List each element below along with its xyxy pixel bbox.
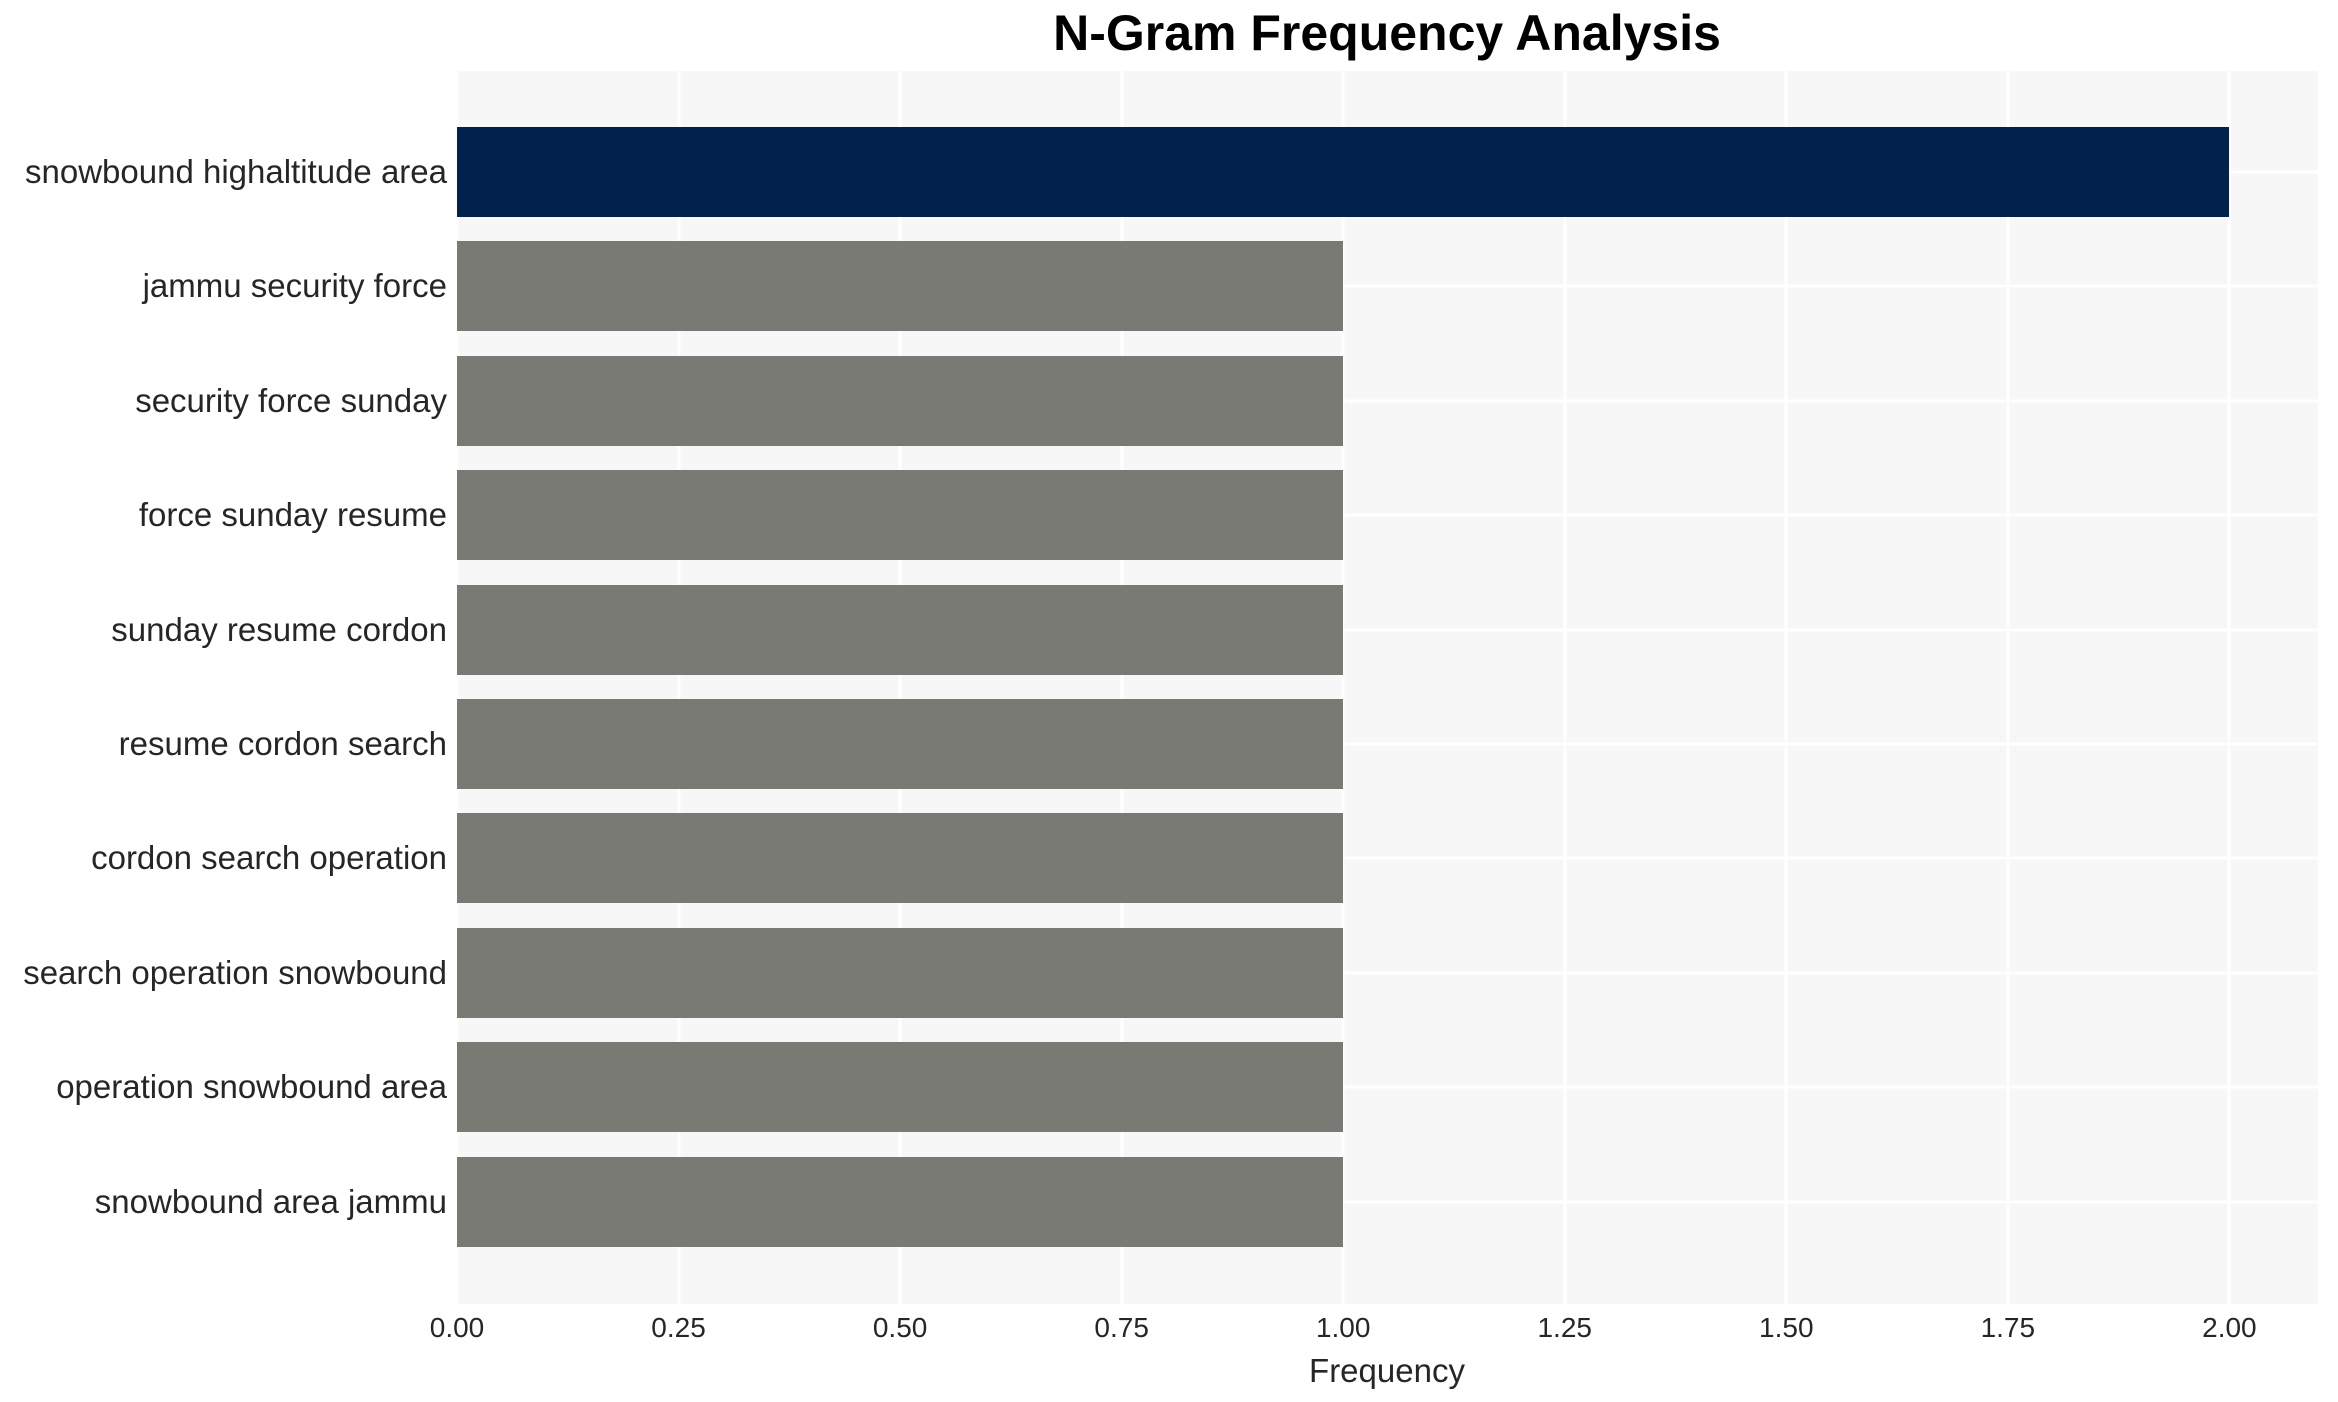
y-tick-label: snowbound area jammu bbox=[94, 1182, 447, 1220]
bar-jammu-security-force bbox=[457, 241, 1344, 332]
gridline-vertical bbox=[2006, 71, 2010, 1304]
x-axis-tick-labels: 0.00 0.25 0.50 0.75 1.00 1.25 1.50 1.75 2.00 bbox=[430, 1312, 2318, 1352]
gridline-horizontal bbox=[457, 742, 2318, 746]
gridline-vertical bbox=[455, 71, 459, 1304]
y-tick-label: operation snowbound area bbox=[56, 1068, 447, 1106]
gridline-horizontal bbox=[457, 971, 2318, 975]
gridline-horizontal bbox=[457, 1085, 2318, 1089]
bar-cordon-search-operation bbox=[457, 813, 1344, 904]
x-tick-label: 0.25 bbox=[651, 1312, 706, 1343]
bar-sunday-resume-cordon bbox=[457, 584, 1344, 675]
y-tick-label: sunday resume cordon bbox=[111, 610, 447, 648]
bar-resume-cordon-search bbox=[457, 699, 1344, 789]
x-tick-label: 1.25 bbox=[1537, 1312, 1592, 1343]
gridline-vertical bbox=[1341, 71, 1345, 1304]
y-tick-label: snowbound highaltitude area bbox=[25, 153, 447, 190]
plot-area bbox=[455, 71, 2318, 1304]
x-tick-label: 1.50 bbox=[1759, 1312, 1814, 1343]
x-tick-label: 0.75 bbox=[1094, 1312, 1149, 1343]
y-axis-labels: snowbound highaltitude area jammu securit… bbox=[0, 71, 447, 1304]
gridline-vertical bbox=[1784, 71, 1788, 1304]
gridline-horizontal bbox=[457, 284, 2318, 288]
gridline-horizontal bbox=[457, 856, 2318, 860]
x-tick-label: 1.75 bbox=[1980, 1312, 2036, 1343]
gridline-horizontal bbox=[457, 628, 2318, 632]
chart-title: N-Gram Frequency Analysis bbox=[1053, 5, 1721, 61]
gridline-vertical bbox=[1563, 71, 1567, 1304]
y-tick-label: force sunday resume bbox=[138, 496, 447, 534]
gridline-horizontal bbox=[457, 513, 2318, 517]
y-tick-label: security force sunday bbox=[135, 381, 447, 419]
y-tick-label: resume cordon search bbox=[118, 725, 447, 762]
gridline-vertical bbox=[1120, 71, 1124, 1304]
y-tick-label: jammu security force bbox=[142, 267, 447, 305]
bar-snowbound-highaltitude-area bbox=[457, 127, 2230, 217]
bar-search-operation-snowbound bbox=[457, 927, 1344, 1018]
bar-snowbound-area-jammu bbox=[457, 1156, 1344, 1247]
bar-security-force-sunday bbox=[457, 355, 1344, 446]
gridline-vertical bbox=[898, 71, 902, 1304]
gridline-vertical bbox=[2227, 71, 2231, 1304]
gridline-horizontal bbox=[457, 1200, 2318, 1204]
x-tick-label: 0.00 bbox=[429, 1312, 485, 1343]
y-tick-label: search operation snowbound bbox=[23, 953, 447, 991]
bar-operation-snowbound-area bbox=[457, 1042, 1344, 1133]
x-tick-label: 2.00 bbox=[2202, 1312, 2257, 1343]
gridline-horizontal bbox=[457, 399, 2318, 403]
bar-force-sunday-resume bbox=[457, 470, 1344, 561]
x-tick-label: 0.50 bbox=[872, 1312, 928, 1343]
y-tick-label: cordon search operation bbox=[91, 839, 447, 877]
x-axis-title: Frequency bbox=[1309, 1352, 1465, 1389]
x-tick-label: 1.00 bbox=[1315, 1312, 1371, 1343]
gridline-vertical bbox=[677, 71, 681, 1304]
